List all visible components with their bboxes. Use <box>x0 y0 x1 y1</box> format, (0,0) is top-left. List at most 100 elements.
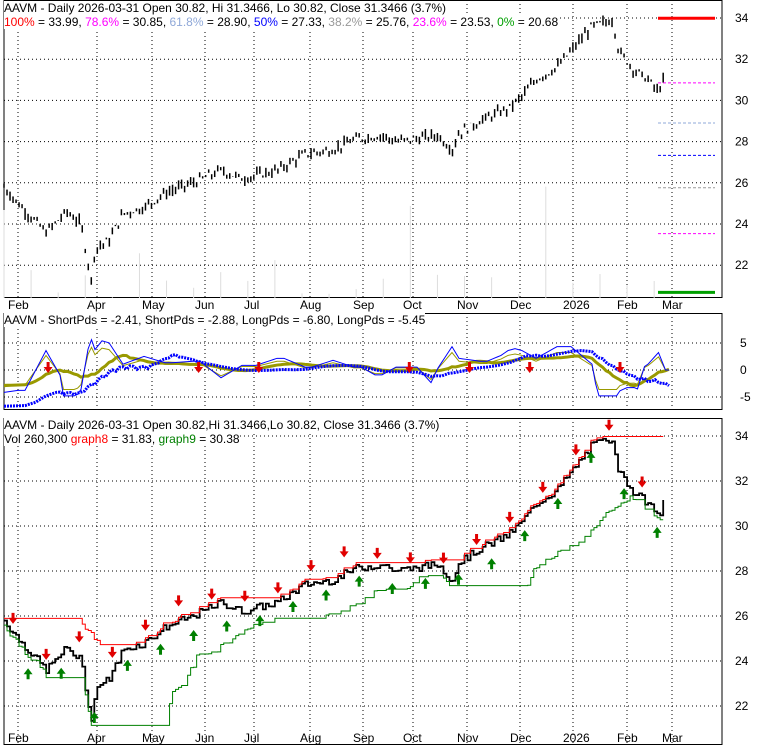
buy-arrow <box>156 643 166 655</box>
sell-arrow <box>140 619 150 631</box>
sell-arrow <box>571 444 581 456</box>
x-tick-label: May <box>142 298 165 312</box>
x-tick-label: Mar <box>662 731 683 745</box>
buy-arrow <box>553 497 563 509</box>
x-tick-label: Sep <box>353 298 375 312</box>
y-tick-label: 0 <box>740 363 747 377</box>
sell-arrow <box>615 362 625 373</box>
graph8-line <box>4 436 664 646</box>
legend-value: = 31.83, <box>108 432 159 446</box>
fib-label: 38.2% <box>328 15 363 29</box>
buy-arrow <box>321 589 331 601</box>
sell-arrow <box>404 362 414 373</box>
sell-arrow <box>525 362 535 373</box>
fib-value: = 27.33, <box>277 15 329 29</box>
sell-arrow <box>505 511 515 523</box>
longpds-line-thick <box>3 349 670 408</box>
x-tick-label: Nov <box>457 731 478 745</box>
sell-arrow <box>240 590 250 602</box>
sell-arrow <box>339 546 349 558</box>
x-tick-label: Aug <box>300 731 321 745</box>
y-tick-label: 32 <box>735 52 749 66</box>
close-step-line <box>4 437 665 722</box>
sell-arrow <box>41 648 51 660</box>
sell-arrow <box>74 631 84 643</box>
fib-label: 61.8% <box>169 15 204 29</box>
y-tick-label: 24 <box>735 654 749 668</box>
x-tick-label: Feb <box>8 731 29 745</box>
x-tick-label: Aug <box>300 298 321 312</box>
buy-arrow <box>255 615 265 627</box>
sell-arrow <box>604 419 614 431</box>
y-tick-label: 26 <box>735 176 749 190</box>
y-tick-label: 34 <box>735 11 749 25</box>
sell-arrow <box>306 560 316 572</box>
sell-arrow <box>465 362 474 373</box>
legend-name: graph9 <box>158 432 196 446</box>
sell-arrow <box>538 481 548 493</box>
x-tick-label: Jun <box>195 298 214 312</box>
sell-arrow <box>207 588 217 600</box>
buy-arrow <box>222 620 232 632</box>
indicator-title: AAVM - ShortPds = -2.41, ShortPds = -2.8… <box>4 313 426 327</box>
y-tick-label: 5 <box>740 336 747 350</box>
lower-legend: Vol 260,300 graph8 = 31.83, graph9 = 30.… <box>4 432 240 446</box>
fib-value: = 20.68 <box>514 15 559 29</box>
x-tick-label: Mar <box>662 298 683 312</box>
buy-arrow <box>122 659 132 671</box>
buy-arrow <box>586 451 596 463</box>
sell-arrow <box>438 552 448 564</box>
y-tick-label: 22 <box>735 258 749 272</box>
price-panel-title: AAVM - Daily 2026-03-31 Open 30.82, Hi 3… <box>4 1 447 15</box>
fib-label: 0% <box>497 15 515 29</box>
x-tick-label: Dec <box>510 298 531 312</box>
sell-arrow <box>637 476 647 488</box>
buy-arrow <box>288 600 298 612</box>
x-tick-label: Apr <box>87 298 106 312</box>
x-tick-label: Oct <box>403 731 422 745</box>
indicator-legend: AAVM - ShortPds = -2.41, ShortPds = -2.8… <box>4 313 426 327</box>
y-tick-label: 28 <box>735 135 749 149</box>
sell-arrow <box>194 362 204 373</box>
x-tick-label: May <box>142 731 165 745</box>
buy-arrow <box>454 573 464 585</box>
x-tick-label: Jul <box>244 731 259 745</box>
buy-arrow <box>420 577 430 589</box>
x-tick-label: Sep <box>353 731 375 745</box>
buy-arrow <box>619 488 629 500</box>
sell-arrow <box>254 362 264 373</box>
sell-arrow <box>273 582 283 594</box>
x-tick-label: Dec <box>510 731 531 745</box>
y-tick-label: 28 <box>735 564 749 578</box>
y-tick-label: -5 <box>740 390 751 404</box>
fib-label: 100% <box>4 15 35 29</box>
volume-label: Vol 260,300 <box>4 432 68 446</box>
buy-arrow <box>354 575 364 587</box>
sell-arrow <box>372 547 382 559</box>
fib-value: = 23.53, <box>446 15 498 29</box>
x-tick-label: Feb <box>617 298 638 312</box>
y-tick-label: 34 <box>735 429 749 443</box>
y-tick-label: 22 <box>735 699 749 713</box>
fib-label: 50% <box>253 15 278 29</box>
legend-name: graph8 <box>70 432 109 446</box>
fib-value: = 30.85, <box>119 15 170 29</box>
y-tick-label: 26 <box>735 609 749 623</box>
fib-label: 23.6% <box>412 15 447 29</box>
sell-arrow <box>8 612 18 624</box>
fib-legend: 100% = 33.99, 78.6% = 30.85, 61.8% = 28.… <box>4 15 559 29</box>
sell-arrow <box>174 595 184 607</box>
buy-arrow <box>487 558 497 570</box>
y-tick-label: 30 <box>735 93 749 107</box>
buy-arrow <box>189 630 199 642</box>
buy-arrow <box>56 667 66 679</box>
sell-arrow <box>43 362 53 373</box>
x-tick-label: Feb <box>8 298 29 312</box>
legend-value: = 30.38 <box>195 432 240 446</box>
shortpds-line <box>3 346 669 390</box>
fib-label: 78.6% <box>85 15 120 29</box>
x-tick-label: Jul <box>244 298 259 312</box>
x-tick-label: Oct <box>403 298 422 312</box>
sell-arrow <box>107 646 117 658</box>
